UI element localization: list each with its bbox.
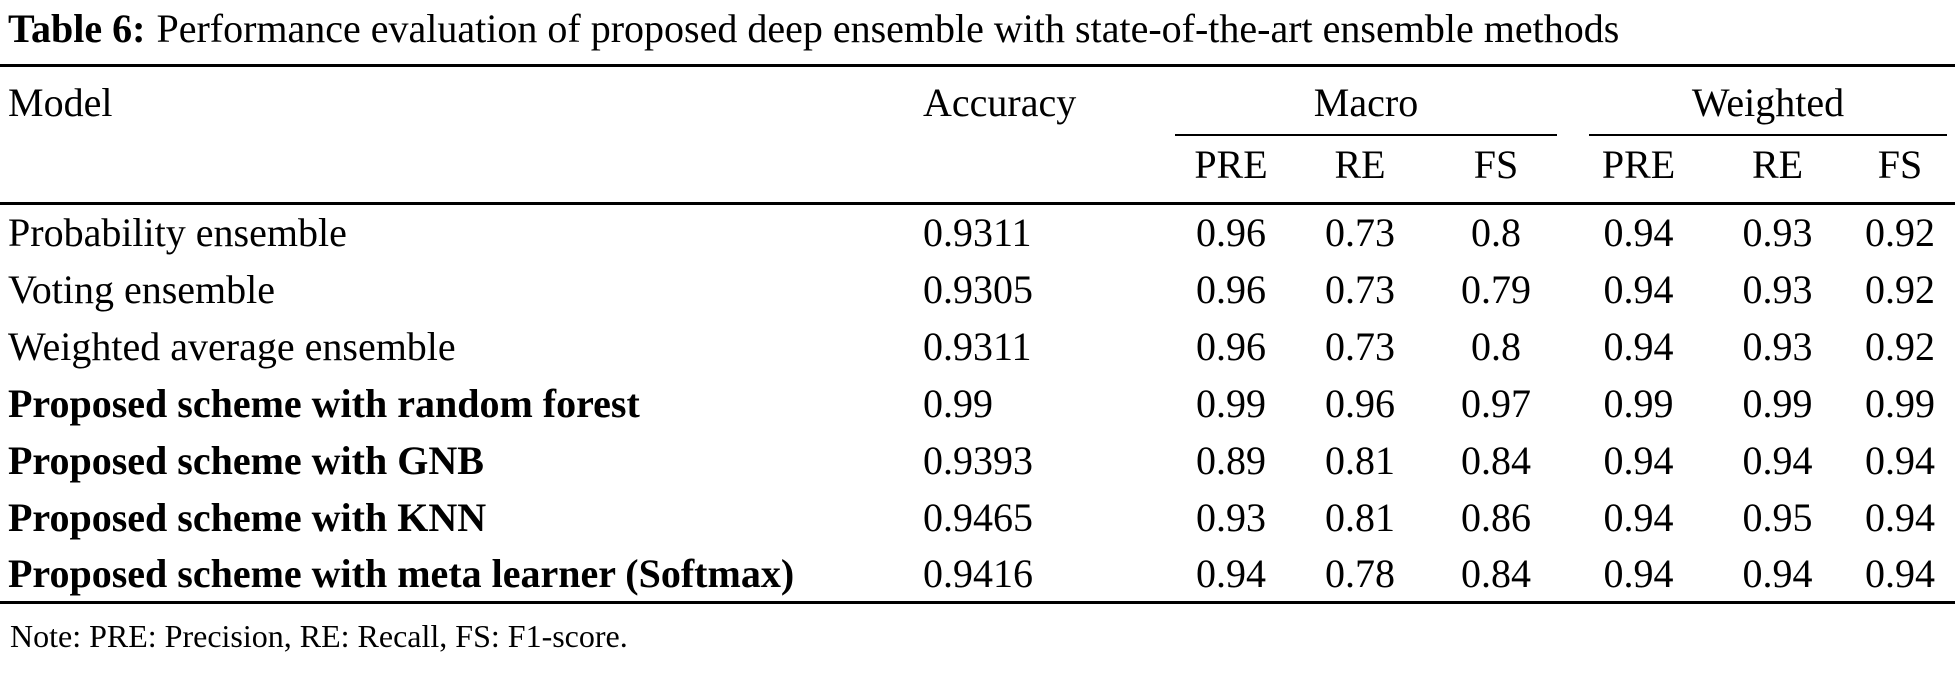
col-header-macro-pre: PRE [1167, 137, 1295, 205]
macro-pre-value: 0.94 [1167, 545, 1295, 604]
model-name: Voting ensemble [8, 266, 276, 312]
col-header-weighted-fs: FS [1845, 137, 1955, 205]
macro-re-value: 0.81 [1325, 494, 1395, 540]
model-name: Proposed scheme with KNN [8, 494, 487, 540]
col-header-macro-re: RE [1295, 137, 1425, 205]
header-row-groups: Model Accuracy Macro Weighted [0, 65, 1955, 205]
table-caption-text: Performance evaluation of proposed deep … [156, 6, 1620, 51]
col-header-macro-fs: FS [1425, 137, 1568, 205]
macro-fs-value: 0.79 [1461, 266, 1531, 312]
weighted-fs-value: 0.94 [1865, 494, 1936, 540]
table-row: Probability ensemble 0.9311 0.96 0.73 0.… [0, 204, 1955, 261]
weighted-re-value: 0.93 [1742, 266, 1813, 312]
weighted-group-label: Weighted [1589, 79, 1948, 136]
table-caption: Table 6: Performance evaluation of propos… [0, 4, 1955, 54]
accuracy-value: 0.9311 [923, 323, 1032, 369]
model-name: Proposed scheme with random forest [8, 380, 640, 426]
model-name: Probability ensemble [8, 210, 347, 256]
macro-group-label: Macro [1175, 79, 1558, 136]
weighted-re-value: 0.95 [1742, 494, 1813, 540]
macro-fs-value: 0.86 [1461, 494, 1531, 540]
weighted-fs-value: 0.92 [1865, 210, 1936, 256]
macro-pre-value: 0.93 [1196, 494, 1266, 540]
macro-pre-value: 0.99 [1196, 380, 1266, 426]
col-group-weighted: Weighted [1567, 66, 1955, 138]
macro-re-value: 0.73 [1325, 266, 1395, 312]
header-row-metrics: PRE RE FS PRE RE FS [0, 137, 1955, 205]
table-note: Note: PRE: Precision, RE: Recall, FS: F1… [10, 618, 628, 654]
col-header-model: Model [0, 65, 905, 205]
weighted-fs-value: 0.94 [1865, 437, 1936, 483]
model-name: Weighted average ensemble [8, 323, 456, 369]
weighted-re-value: 0.94 [1710, 545, 1846, 604]
weighted-pre-value: 0.94 [1603, 437, 1674, 483]
table-row: Weighted average ensemble 0.9311 0.96 0.… [0, 318, 1955, 375]
weighted-fs-value: 0.92 [1865, 266, 1936, 312]
macro-pre-value: 0.96 [1196, 210, 1266, 256]
accuracy-value: 0.9416 [905, 545, 1167, 604]
accuracy-value: 0.9465 [923, 494, 1033, 540]
macro-fs-value: 0.8 [1471, 210, 1521, 256]
weighted-pre-value: 0.94 [1603, 494, 1674, 540]
weighted-re-value: 0.94 [1742, 437, 1813, 483]
macro-pre-value: 0.96 [1196, 323, 1266, 369]
accuracy-value: 0.9305 [923, 266, 1033, 312]
weighted-fs-value: 0.94 [1845, 545, 1955, 604]
macro-re-value: 0.81 [1325, 437, 1395, 483]
weighted-pre-value: 0.94 [1603, 323, 1674, 369]
weighted-re-value: 0.93 [1742, 323, 1813, 369]
col-header-weighted-pre: PRE [1567, 137, 1711, 205]
model-name: Proposed scheme with GNB [8, 437, 484, 483]
table-row: Proposed scheme with random forest 0.99 … [0, 375, 1955, 432]
col-header-weighted-re: RE [1710, 137, 1846, 205]
macro-fs-value: 0.8 [1471, 323, 1521, 369]
weighted-pre-value: 0.94 [1603, 210, 1674, 256]
table-row: Voting ensemble 0.9305 0.96 0.73 0.79 0.… [0, 261, 1955, 318]
weighted-pre-value: 0.94 [1603, 266, 1674, 312]
accuracy-value: 0.99 [923, 380, 993, 426]
table-row: Proposed scheme with KNN 0.9465 0.93 0.8… [0, 489, 1955, 546]
table-row: Proposed scheme with meta learner (Softm… [0, 545, 1955, 604]
accuracy-value: 0.9393 [923, 437, 1033, 483]
col-header-accuracy: Accuracy [905, 65, 1167, 205]
weighted-fs-value: 0.99 [1865, 380, 1936, 426]
macro-fs-value: 0.97 [1461, 380, 1531, 426]
model-name: Proposed scheme with meta learner (Softm… [0, 545, 905, 604]
macro-fs-value: 0.84 [1425, 545, 1568, 604]
macro-re-value: 0.73 [1325, 323, 1395, 369]
macro-re-value: 0.96 [1325, 380, 1395, 426]
table-caption-label: Table 6: [8, 6, 146, 51]
weighted-pre-value: 0.94 [1567, 545, 1711, 604]
col-group-macro: Macro [1167, 66, 1567, 138]
performance-table: Model Accuracy Macro Weighted PRE RE FS … [0, 64, 1955, 604]
weighted-re-value: 0.93 [1742, 210, 1813, 256]
macro-fs-value: 0.84 [1461, 437, 1531, 483]
macro-pre-value: 0.89 [1196, 437, 1266, 483]
macro-pre-value: 0.96 [1196, 266, 1266, 312]
table-row: Proposed scheme with GNB 0.9393 0.89 0.8… [0, 432, 1955, 489]
weighted-re-value: 0.99 [1742, 380, 1813, 426]
macro-re-value: 0.78 [1295, 545, 1425, 604]
weighted-fs-value: 0.92 [1865, 323, 1936, 369]
weighted-pre-value: 0.99 [1603, 380, 1674, 426]
macro-re-value: 0.73 [1325, 210, 1395, 256]
accuracy-value: 0.9311 [923, 210, 1032, 256]
